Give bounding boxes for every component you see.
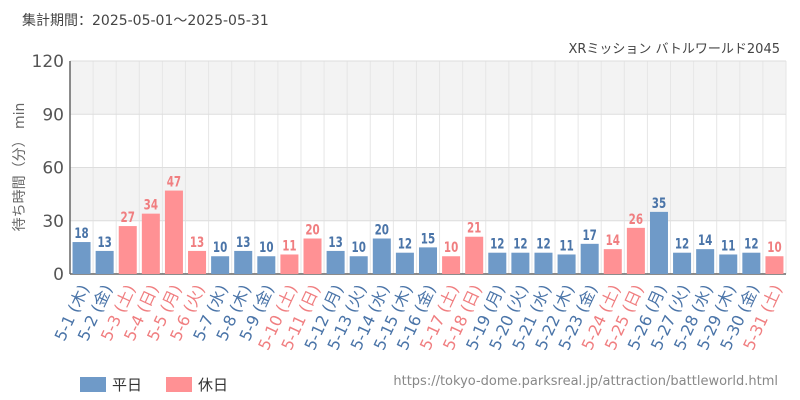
bar [418,247,438,274]
bar [188,250,207,274]
bar-value-label: 10 [352,240,366,256]
bar-value-label: 15 [421,231,435,247]
bar-value-label: 12 [513,237,527,253]
legend-swatch-holiday [166,377,192,392]
bar-value-label: 12 [490,237,504,253]
background-band [70,114,786,168]
bar-value-label: 13 [236,235,250,251]
y-tick-label: 0 [53,265,64,285]
y-axis-label: 待ち時間（分） min [12,103,28,232]
bar-value-label: 12 [536,237,550,253]
bar-value-label: 35 [652,196,666,212]
bar-value-labels: 18 13 27 34 47 13 10 13 10 11 20 13 10 20 12 15 10 21 12 12… [74,175,781,257]
bar-value-label: 10 [213,240,227,256]
bar [372,238,391,274]
legend-swatch-weekday [80,377,106,392]
bar-value-label: 14 [698,233,712,249]
bar-value-label: 10 [444,240,458,256]
legend-label-holiday: 休日 [198,376,229,394]
bar-value-label: 12 [675,237,689,253]
source-url: https://tokyo-dome.parksreal.jp/attracti… [393,374,778,389]
background-band [70,61,786,115]
bar [696,249,715,274]
legend-label-weekday: 平日 [112,376,143,394]
y-tick-label: 120 [32,52,64,72]
bar-value-label: 13 [97,235,111,251]
period-label: 集計期間：2025-05-01～2025-05-31 [22,13,269,29]
bar [442,256,461,274]
bar [257,256,276,274]
chart-footer: 平日 休日 https://tokyo-dome.parksreal.jp/at… [0,368,800,398]
legend-item-holiday: 休日 [166,374,228,395]
bar [280,254,299,274]
bar [465,236,484,274]
bar-value-label: 14 [606,233,620,249]
bar-value-label: 10 [767,240,781,256]
bar [141,213,160,274]
bar-value-label: 11 [721,238,735,254]
bar-value-label: 27 [121,210,135,226]
bar-value-label: 13 [190,235,204,251]
bar-value-label: 11 [559,238,573,254]
bar [580,243,599,274]
bar [534,252,553,274]
bar [118,226,137,274]
bar-value-label: 18 [74,226,88,242]
bar-value-label: 13 [328,235,342,251]
bar-value-label: 11 [282,238,296,254]
bar [673,252,692,274]
y-tick-labels: 0 30 60 90 120 [32,52,64,285]
x-tick-labels: 5-1 (木)5-2 (金)5-3 (土)5-4 (日)5-5 (月)5-6 (… [51,282,786,353]
bar [72,242,91,274]
bar-value-label: 20 [375,222,389,238]
bar [234,250,253,274]
bar-value-label: 12 [398,237,412,253]
bar [211,256,230,274]
bar [488,252,507,274]
bar-value-label: 47 [167,175,181,191]
bar [326,250,345,274]
bar-value-label: 21 [467,221,481,237]
bar [303,238,322,274]
bar [349,256,368,274]
bar-value-label: 34 [144,198,158,214]
bar [164,190,183,274]
bar [626,227,645,274]
bar-value-label: 17 [582,228,596,244]
bar [742,252,761,274]
bar-value-label: 12 [744,237,758,253]
bar-value-label: 26 [629,212,643,228]
bar [603,249,622,274]
y-tick-label: 30 [42,212,64,232]
bar [649,211,668,274]
legend-item-weekday: 平日 [80,374,142,395]
bar [395,252,414,274]
y-tick-label: 60 [42,159,64,179]
chart-title: XRミッション バトルワールド2045 [568,42,780,57]
bar-value-label: 20 [305,222,319,238]
bars [72,190,784,274]
bar [719,254,738,274]
bar [765,256,784,274]
bar-value-label: 10 [259,240,273,256]
y-tick-label: 90 [42,105,64,125]
bar [95,250,114,274]
bar [557,254,576,274]
bar [511,252,530,274]
